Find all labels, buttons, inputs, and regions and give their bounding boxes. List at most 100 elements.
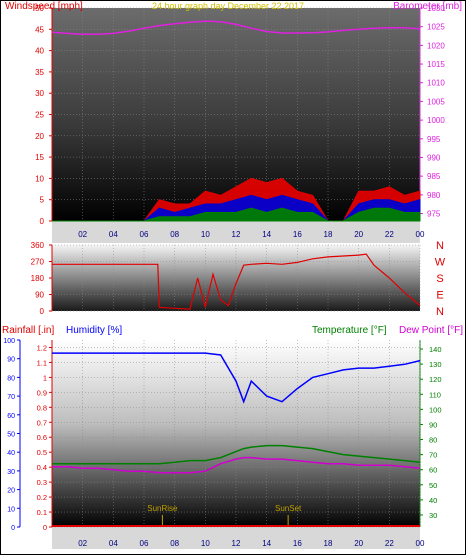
humidity-axis-label: Humidity [%]: [66, 325, 122, 336]
temp-tick-label: 50: [429, 481, 437, 490]
top-right-tick-label: 995: [427, 135, 441, 144]
top-x-tick-label: 12: [232, 230, 241, 239]
top-left-tick-label: 0: [40, 217, 45, 226]
top-left-tick-label: 5: [40, 196, 45, 205]
top-left-tick-label: 50: [35, 4, 44, 13]
rain-tick-label: 1.1: [37, 358, 47, 367]
top-right-tick-label: 1005: [427, 97, 445, 106]
temp-tick-label: 110: [429, 390, 441, 399]
top-x-tick-label: 08: [170, 230, 179, 239]
humidity-tick-label: 60: [7, 413, 15, 420]
top-x-tick-label: 16: [293, 230, 302, 239]
sunrise-label: SunRise: [147, 504, 178, 513]
bottom-x-tick-label: 14: [262, 539, 271, 548]
top-x-tick-label: 00: [416, 230, 425, 239]
rain-tick-label: 0.6: [37, 433, 47, 442]
top-left-tick-label: 40: [35, 47, 44, 56]
temp-tick-label: 120: [429, 375, 442, 384]
top-right-tick-label: 985: [427, 172, 441, 181]
temp-tick-label: 70: [429, 451, 437, 460]
top-left-tick-label: 35: [35, 68, 44, 77]
rain-tick-label: 1: [43, 373, 47, 382]
top-left-tick-label: 30: [35, 89, 44, 98]
mid-tick-label: 90: [35, 291, 44, 300]
temp-tick-label: 60: [429, 466, 437, 475]
compass-label: N: [436, 306, 444, 318]
humidity-tick-label: 0: [11, 525, 15, 532]
top-left-tick-label: 20: [35, 132, 44, 141]
rain-tick-label: 0.3: [37, 478, 47, 487]
humidity-tick-label: 40: [7, 450, 15, 457]
humidity-tick-label: 50: [7, 432, 15, 439]
temp-tick-label: 140: [429, 345, 442, 354]
bottom-x-tick-label: 08: [170, 539, 179, 548]
bottom-x-tick-label: 00: [416, 539, 425, 548]
temperature-axis-label: Temperature [°F]: [312, 325, 387, 336]
top-right-tick-label: 1000: [427, 116, 445, 125]
rain-tick-label: 0.1: [37, 508, 47, 517]
top-right-tick-label: 980: [427, 191, 441, 200]
temp-tick-label: 100: [429, 405, 442, 414]
top-left-tick-label: 45: [35, 25, 44, 34]
bottom-x-tick-label: 06: [140, 539, 149, 548]
rain-tick-label: 0.2: [37, 493, 47, 502]
bottom-x-tick-label: 04: [109, 539, 118, 548]
mid-tick-label: 180: [31, 274, 45, 283]
rain-tick-label: 0.9: [37, 388, 47, 397]
top-right-tick-label: 975: [427, 210, 441, 219]
mid-tick-label: 270: [31, 258, 45, 267]
bottom-x-tick-label: 22: [385, 539, 394, 548]
barometer-axis-label: Barometer [mb]: [393, 1, 462, 12]
sunset-label: SunSet: [275, 504, 302, 513]
top-x-tick-label: 10: [201, 230, 210, 239]
top-x-tick-label: 04: [109, 230, 118, 239]
humidity-tick-label: 70: [7, 394, 15, 401]
bottom-x-tick-label: 16: [293, 539, 302, 548]
compass-label: E: [436, 290, 443, 302]
barometer-line: [51, 20, 421, 35]
compass-label: N: [436, 240, 444, 252]
compass-label: S: [436, 273, 443, 285]
humidity-tick-label: 100: [3, 338, 15, 345]
rain-tick-label: 0.4: [37, 463, 47, 472]
humidity-line: [52, 352, 421, 404]
top-left-tick-label: 10: [35, 174, 44, 183]
temp-tick-label: 30: [429, 511, 437, 520]
windspeed-axis-label: Windspeed [mph]: [5, 1, 83, 12]
top-x-tick-label: 14: [262, 230, 271, 239]
top-x-tick-label: 20: [354, 230, 363, 239]
rain-tick-label: 1.2: [37, 343, 47, 352]
bottom-x-tick-label: 02: [78, 539, 87, 548]
bottom-x-tick-label: 10: [201, 539, 210, 548]
rain-tick-label: 0: [43, 523, 47, 532]
top-left-tick-label: 25: [35, 111, 44, 120]
temp-tick-label: 90: [429, 420, 437, 429]
mid-tick-label: 360: [31, 241, 45, 250]
top-right-tick-label: 990: [427, 153, 441, 162]
dewpoint-line: [52, 456, 421, 474]
top-right-tick-label: 1025: [427, 23, 445, 32]
compass-label: W: [435, 257, 446, 269]
chart-title: 24 hour graph day December 22 2017: [152, 1, 304, 11]
rain-tick-label: 0.7: [37, 418, 47, 427]
bottom-x-tick-label: 20: [354, 539, 363, 548]
top-right-tick-label: 1015: [427, 60, 445, 69]
top-x-tick-label: 18: [324, 230, 333, 239]
top-left-tick-label: 15: [35, 153, 44, 162]
top-x-tick-label: 22: [385, 230, 394, 239]
wind-direction-line: [52, 253, 421, 310]
top-x-tick-label: 02: [78, 230, 87, 239]
temp-tick-label: 40: [429, 496, 437, 505]
bottom-x-tick-label: 12: [232, 539, 241, 548]
rain-tick-label: 0.8: [37, 403, 47, 412]
top-x-tick-label: 06: [140, 230, 149, 239]
mid-tick-label: 0: [40, 307, 45, 316]
rainfall-axis-label: Rainfall [.in]: [2, 325, 54, 336]
x-axis-strip-bottom: [52, 527, 420, 549]
bottom-x-tick-label: 18: [324, 539, 333, 548]
temp-tick-label: 130: [429, 360, 442, 369]
humidity-tick-label: 30: [7, 469, 15, 476]
rain-tick-label: 0.5: [37, 448, 47, 457]
top-right-tick-label: 1020: [427, 41, 445, 50]
